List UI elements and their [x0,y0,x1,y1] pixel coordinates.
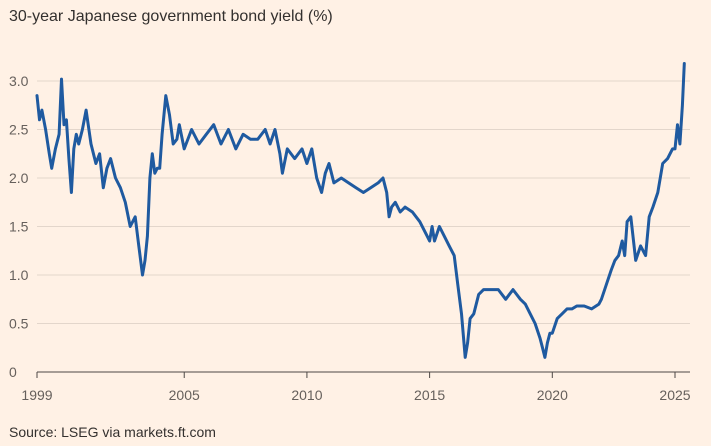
x-tick-label-2020: 2020 [537,387,568,403]
y-tick-label-2.0: 2.0 [9,170,29,186]
x-tick-label-2005: 2005 [169,387,200,403]
x-tick-label-1999: 1999 [21,387,52,403]
x-tick-label-2025: 2025 [659,387,690,403]
series-group [35,62,686,359]
gridlines [37,80,690,373]
y-tick-label-0: 0 [9,364,17,380]
x-tick-label-2015: 2015 [414,387,445,403]
series-line-0 [35,62,686,359]
y-tick-label-1.0: 1.0 [9,267,29,283]
y-axis-tick-labels: 0 0.5 1.0 1.5 2.0 2.5 3.0 [9,73,29,380]
y-tick-label-0.5: 0.5 [9,316,29,332]
y-tick-label-2.5: 2.5 [9,122,29,138]
x-tick-label-2010: 2010 [291,387,322,403]
y-tick-label-1.5: 1.5 [9,219,29,235]
chart-title: 30-year Japanese government bond yield (… [9,8,333,25]
y-tick-label-3.0: 3.0 [9,73,29,89]
chart-source: Source: LSEG via markets.ft.com [9,424,216,440]
x-axis-ticks: 1999 2005 2010 2015 2020 2025 [21,372,691,403]
